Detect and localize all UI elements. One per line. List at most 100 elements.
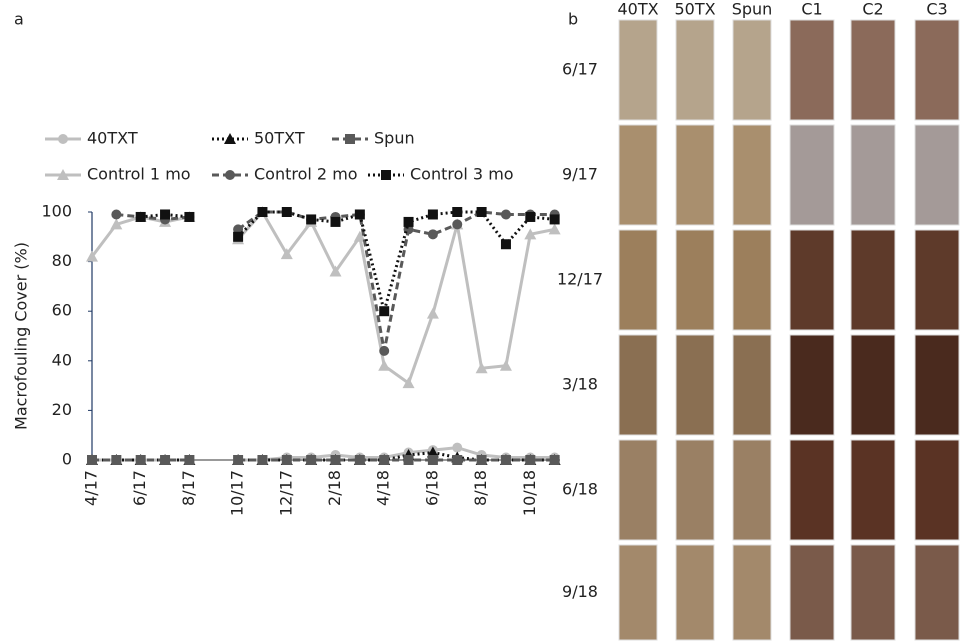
y-tick-label: 60 (52, 301, 72, 320)
data-point (452, 443, 462, 453)
data-point (160, 209, 170, 219)
data-point (111, 209, 121, 219)
data-point (87, 455, 97, 465)
panel-photo (619, 20, 657, 120)
panel-photo (851, 545, 895, 640)
panel-photo (915, 545, 959, 640)
panel-photo (915, 20, 959, 120)
data-point (452, 219, 462, 229)
row-label: 3/18 (562, 375, 598, 394)
panel-photo (733, 125, 771, 225)
data-point (233, 232, 243, 242)
data-point (136, 455, 146, 465)
x-tick-label: 4/18 (374, 470, 393, 506)
panel-photo (676, 440, 714, 540)
legend-marker (345, 134, 355, 144)
data-point (379, 306, 389, 316)
column-header: C1 (801, 0, 822, 19)
panel-photo (790, 335, 834, 435)
data-point (477, 207, 487, 217)
panel-photo (619, 545, 657, 640)
panel-photo (851, 230, 895, 330)
x-tick-label: 8/17 (179, 470, 198, 506)
x-tick-label: 10/18 (520, 470, 539, 516)
x-tick-label: 6/17 (130, 470, 149, 506)
panel-photo (733, 440, 771, 540)
column-header: C3 (926, 0, 947, 19)
data-point (379, 346, 389, 356)
panel-photo (790, 545, 834, 640)
data-point (233, 455, 243, 465)
data-point (331, 217, 341, 227)
panel-photo (790, 440, 834, 540)
data-point (257, 207, 267, 217)
panel-photo (915, 230, 959, 330)
data-point (550, 455, 560, 465)
panel-photo (619, 125, 657, 225)
data-point (525, 455, 535, 465)
series-line (238, 212, 555, 351)
figure: a b Macrofouling Cover (%) 0204060801004… (0, 0, 965, 642)
data-point (306, 214, 316, 224)
panel-photo (676, 335, 714, 435)
y-tick-label: 100 (41, 202, 72, 221)
row-label: 9/17 (562, 165, 598, 184)
panel-photo (915, 440, 959, 540)
legend-label: Control 2 mo (254, 165, 358, 184)
data-point (452, 455, 462, 465)
data-point (427, 308, 439, 319)
panel-photo (915, 335, 959, 435)
data-point (136, 212, 146, 222)
data-point (282, 207, 292, 217)
y-tick-label: 80 (52, 251, 72, 270)
column-header: C2 (862, 0, 883, 19)
data-point (355, 209, 365, 219)
panel-photo (619, 230, 657, 330)
panel-photo (733, 335, 771, 435)
panel-photo (619, 440, 657, 540)
panel-photo (733, 230, 771, 330)
panel-photo (733, 545, 771, 640)
y-tick-label: 0 (62, 450, 72, 469)
x-tick-label: 10/17 (228, 470, 247, 516)
y-axis-label: Macrofouling Cover (%) (12, 242, 31, 430)
data-point (257, 455, 267, 465)
panel-photo (851, 335, 895, 435)
data-point (404, 217, 414, 227)
series-line (92, 217, 189, 257)
row-label: 9/18 (562, 582, 598, 601)
panel-photo (915, 125, 959, 225)
panel-photo (619, 335, 657, 435)
panel-photo (676, 20, 714, 120)
data-point (282, 455, 292, 465)
legend-label: Control 3 mo (410, 165, 514, 184)
panel-label: b (568, 10, 578, 29)
panel-label: a (14, 10, 24, 29)
column-header: 50TX (674, 0, 715, 19)
y-tick-label: 40 (52, 350, 72, 369)
panel-photo (851, 125, 895, 225)
data-point (525, 212, 535, 222)
data-point (428, 209, 438, 219)
data-point (160, 455, 170, 465)
data-point (452, 207, 462, 217)
panel-photo (790, 20, 834, 120)
legend-marker (224, 133, 236, 144)
panel-photo (733, 20, 771, 120)
x-tick-label: 8/18 (471, 470, 490, 506)
data-point (184, 212, 194, 222)
panel-photo (851, 440, 895, 540)
legend-marker (58, 134, 68, 144)
row-label: 6/18 (562, 480, 598, 499)
data-point (501, 455, 511, 465)
panel-photo (676, 545, 714, 640)
x-tick-label: 4/17 (82, 470, 101, 506)
x-tick-label: 2/18 (325, 470, 344, 506)
row-label: 6/17 (562, 60, 598, 79)
data-point (378, 360, 390, 371)
data-point (184, 455, 194, 465)
panel-photo (676, 125, 714, 225)
panel-photo (790, 125, 834, 225)
data-point (379, 455, 389, 465)
legend-marker (225, 170, 235, 180)
